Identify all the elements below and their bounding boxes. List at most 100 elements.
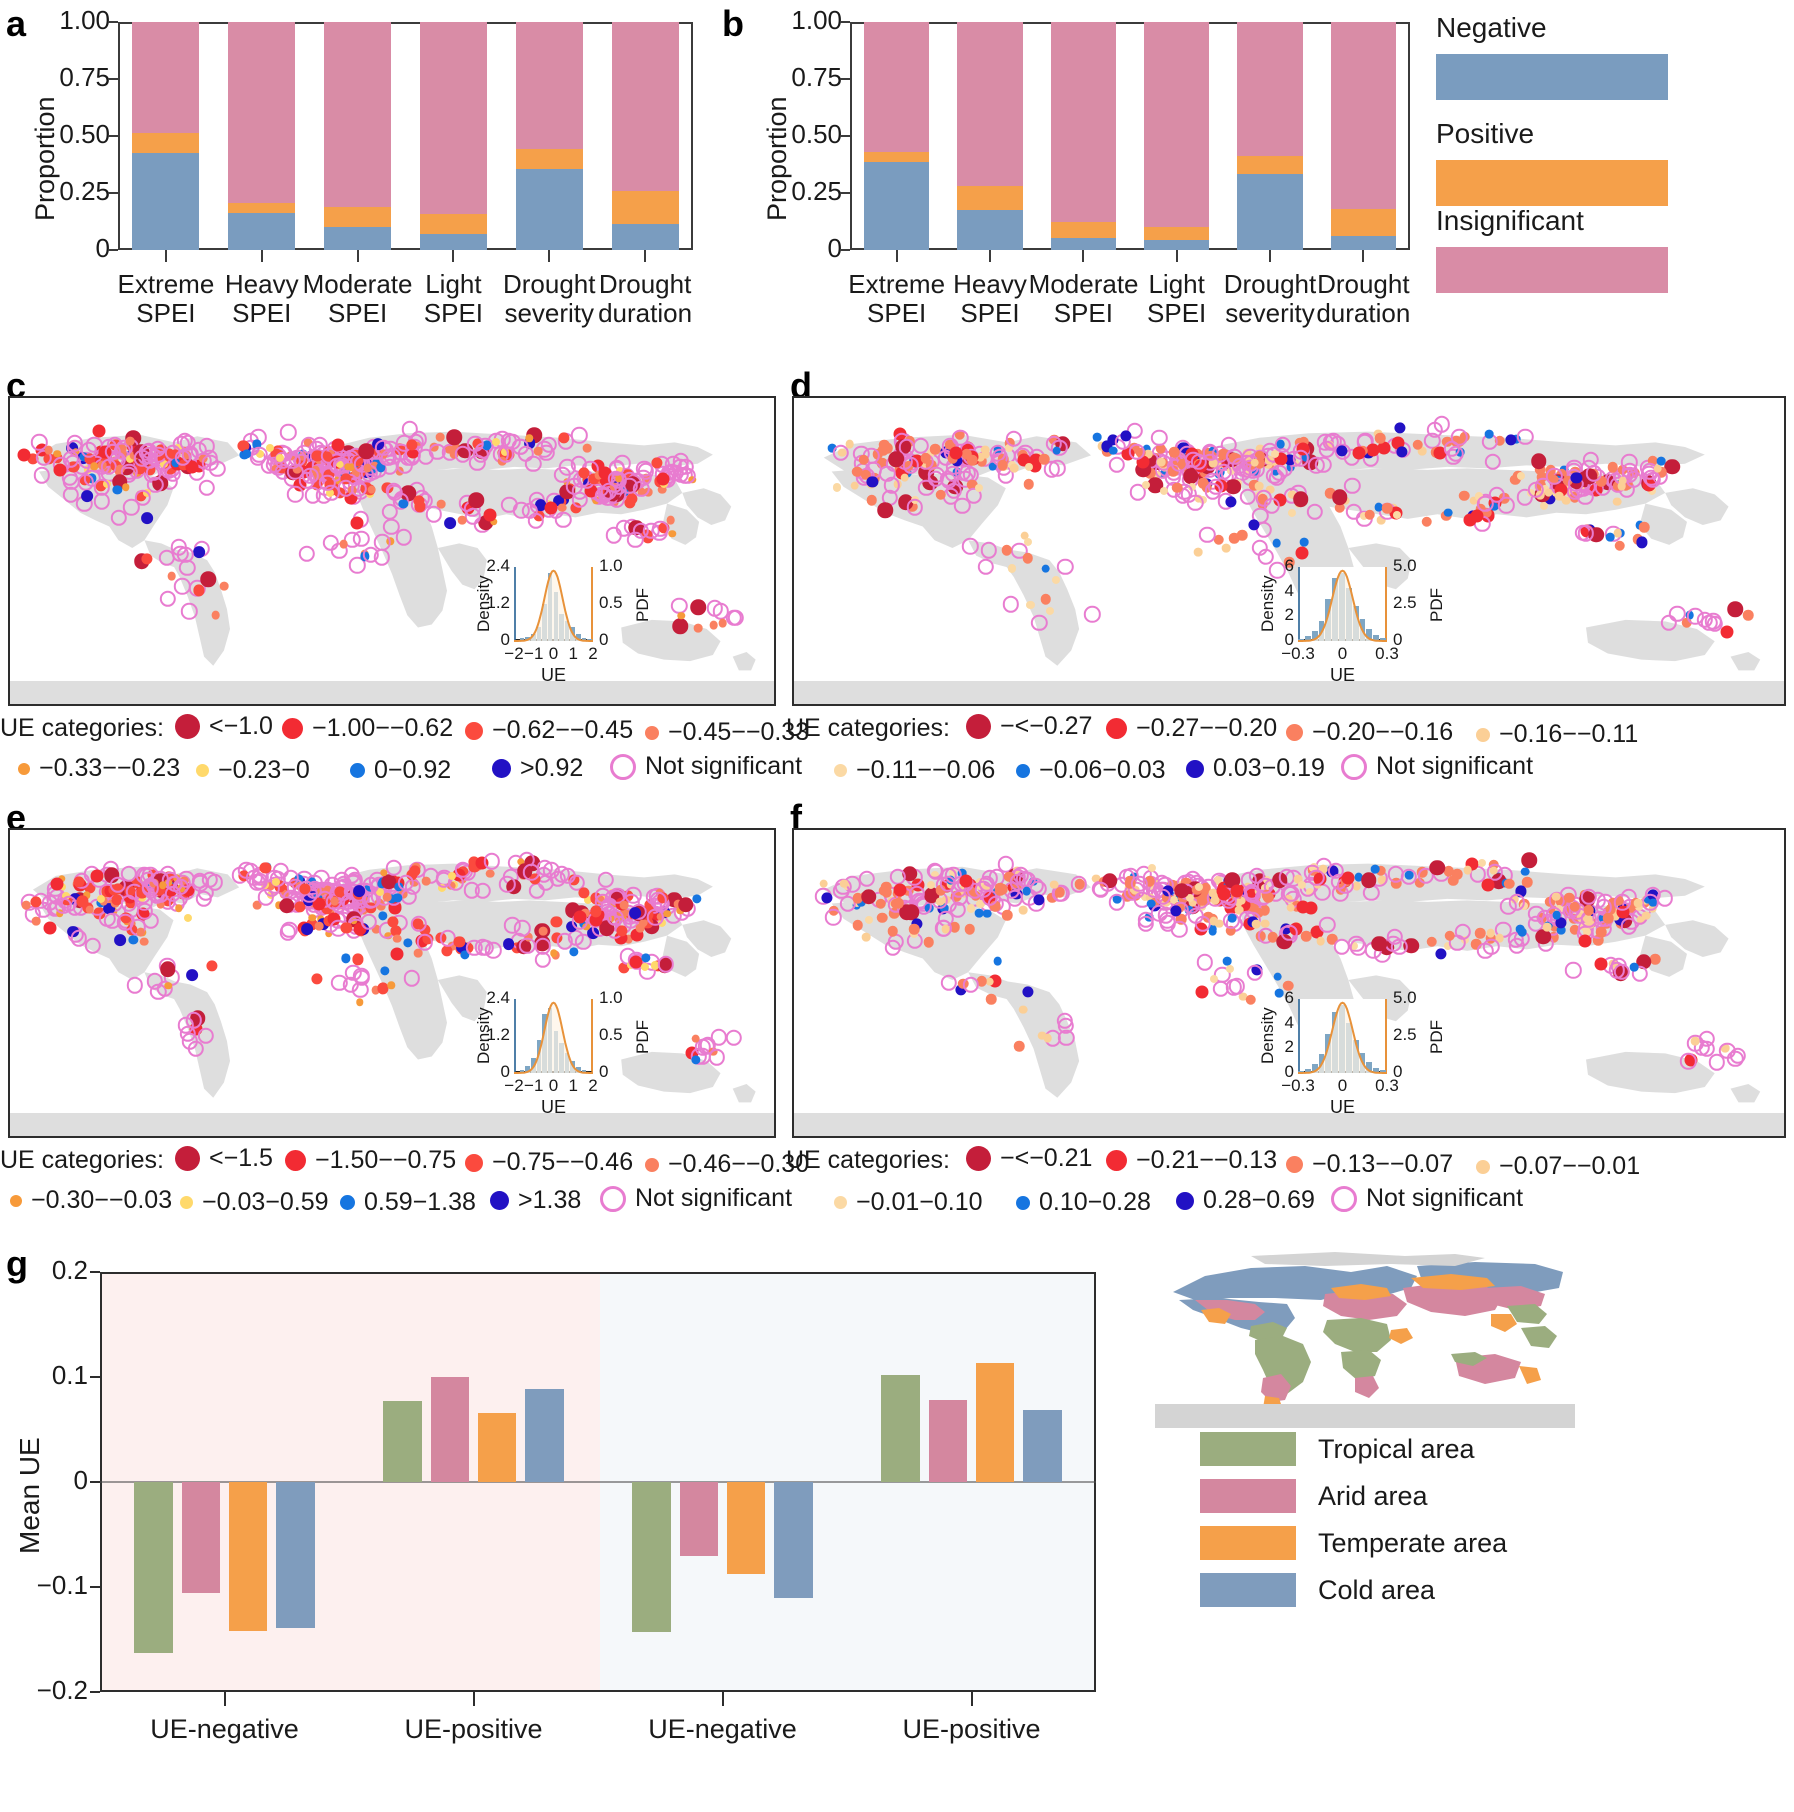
inset-hist-bar [542,1014,547,1073]
axis-tick-x: Moderate SPEI [302,269,413,329]
map-point [1629,963,1639,972]
map-point-not-significant [1498,497,1515,514]
ue-legend-dot [1106,1150,1127,1171]
inset-tick-x: 2 [588,644,598,663]
inset-hist-bar [1339,572,1345,641]
bar-arid[interactable] [430,1377,470,1482]
map-point [1681,617,1692,629]
map-point-not-significant [1190,453,1208,471]
map-point [1171,482,1183,493]
inset-hist-bar [1311,631,1318,641]
map-point-not-significant [319,474,336,492]
stacked-bar[interactable] [1237,22,1303,250]
inset-tick-y: 2 [1284,1037,1294,1057]
stacked-bar[interactable] [515,22,583,250]
map-point [1020,531,1030,541]
ue-legend-item: 0.28−0.69 [1176,1186,1315,1215]
bar-temperate[interactable] [228,1482,268,1632]
map-point [205,960,218,972]
inset-tick-y2: 1.0 [599,988,623,1007]
inset-hist-bar [530,634,536,641]
map-point [482,440,492,451]
bar-temperate[interactable] [726,1482,766,1575]
panel-d-world-map[interactable]: Density PDF 0 2 4 6 0 2.5 5.0 −0.3 0 0.3 UE [792,396,1786,706]
bar-cold[interactable] [276,1482,315,1628]
panel-f-world-map[interactable]: Density PDF 0 2 4 6 0 2.5 5.0 −0.3 0 0.3 UE [792,828,1786,1138]
panel-label-a: a [6,3,27,44]
map-point [1022,886,1031,896]
ue-legend-label: 0.10−0.28 [1039,1188,1151,1216]
map-point [1504,878,1515,890]
map-point [1024,463,1033,472]
bar-temperate[interactable] [975,1363,1015,1482]
inset-hist-bar [1373,1067,1380,1073]
stacked-bar[interactable] [419,22,487,250]
map-point-not-significant [349,557,366,574]
ue-legend-title: UE categories: [786,1146,950,1174]
bar-arid[interactable] [679,1482,719,1556]
ue-legend-item: −0.06−0.03 [1016,756,1166,785]
bar-temperate[interactable] [477,1412,517,1482]
map-point [888,451,905,467]
map-point [386,537,395,546]
stacked-bar[interactable] [132,22,200,250]
map-point [1292,491,1309,507]
map-point-not-significant [636,460,653,477]
map-point-not-significant [1306,503,1323,521]
inset-axis-label-pdf: PDF [1427,588,1446,622]
map-point [827,444,837,453]
map-point [1283,557,1295,568]
map-point [1229,532,1240,544]
bar-tropical[interactable] [881,1374,920,1482]
legend-swatch-positive [1436,160,1668,206]
stacked-bar[interactable] [1050,22,1116,250]
map-point [1605,532,1615,542]
map-point [502,938,515,951]
map-point [1160,487,1169,496]
map-point [136,927,145,937]
inset-tick-y2: 0.5 [599,593,623,612]
ue-legend-dot [282,718,303,739]
map-point [139,937,149,946]
bar-cold[interactable] [774,1482,813,1598]
climate-legend: Tropical area Arid area Temperate area Cold… [1200,1432,1700,1622]
stacked-bar[interactable] [228,22,296,250]
stacked-bar[interactable] [611,22,679,250]
map-point [314,921,324,931]
bar-cold[interactable] [525,1388,564,1482]
inset-hist-bar [1359,618,1366,641]
tick-mark-y-g [90,1691,100,1693]
tick-mark-y-g [90,1481,100,1483]
bar-tropical[interactable] [134,1482,173,1654]
panel-c-world-map[interactable]: Density PDF 0 1.2 2.4 0 0.5 1.0 −2 −1 0 1 2 UE [8,396,776,706]
inset-hist-bar [514,1071,519,1073]
bar-cold[interactable] [1023,1409,1062,1482]
map-point [1284,454,1296,466]
map-point [220,581,229,591]
stacked-bar[interactable] [1330,22,1396,250]
climate-legend-swatch [1200,1573,1296,1607]
bar-arid[interactable] [181,1482,221,1594]
bar-arid[interactable] [928,1400,968,1482]
plot-area [850,22,1410,250]
bar-segment-negative [228,212,296,250]
inset-tick-x: 0.3 [1375,644,1399,663]
map-point [1018,1005,1028,1015]
panel-e-world-map[interactable]: Density PDF 0 1.2 2.4 0 0.5 1.0 −2 −1 0 1 2 UE [8,828,776,1138]
map-point [1594,957,1608,971]
stacked-bar[interactable] [864,22,930,250]
bar-segment-insignificant [1330,22,1396,209]
bar-tropical[interactable] [383,1401,422,1482]
map-point [27,453,39,465]
map-point [866,495,877,506]
axis-tick-y-g: −0.1 [36,1570,88,1600]
bar-segment-negative [1237,174,1303,250]
panel-label-b: b [722,3,744,44]
stacked-bar[interactable] [324,22,392,250]
map-point-not-significant [1108,456,1125,474]
map-point [1489,502,1499,511]
stacked-bar[interactable] [1144,22,1210,250]
stacked-bar[interactable] [957,22,1023,250]
bar-tropical[interactable] [632,1482,671,1633]
inset-tick-y2: 0 [1393,630,1403,649]
